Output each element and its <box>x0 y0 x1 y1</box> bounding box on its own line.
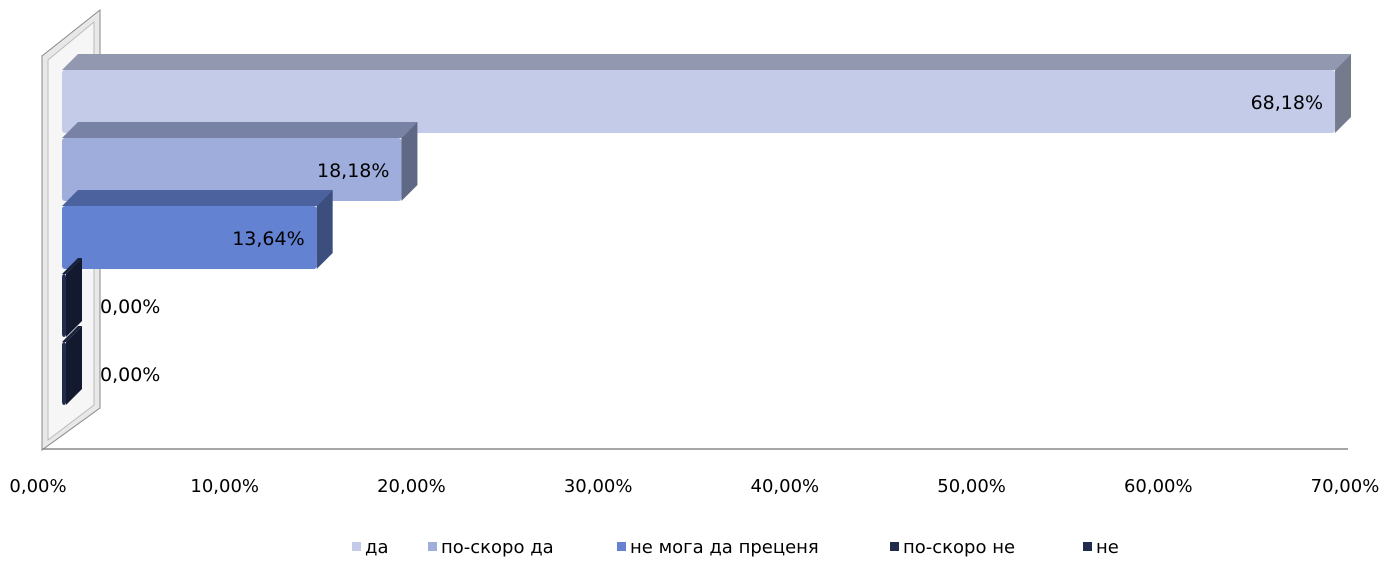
legend-marker <box>890 542 899 551</box>
x-tick-label: 70,00% <box>1311 476 1380 497</box>
bar-face <box>62 326 82 342</box>
bar-face <box>62 138 402 201</box>
bar-face <box>62 206 317 269</box>
x-tick-label: 10,00% <box>190 476 259 497</box>
bar-face <box>62 122 418 138</box>
bar-face <box>66 258 82 337</box>
legend-label: не мога да преценя <box>630 537 819 558</box>
legend-marker <box>617 542 626 551</box>
legend-label: по-скоро да <box>441 537 554 558</box>
bar-face <box>62 258 82 274</box>
bar <box>62 326 82 405</box>
bar <box>62 54 1352 133</box>
value-label: 13,64% <box>232 228 304 250</box>
bar <box>62 258 82 337</box>
bar <box>62 190 333 269</box>
legend-marker <box>428 542 437 551</box>
value-label: 68,18% <box>1251 92 1323 114</box>
legend-label: по-скоро не <box>903 537 1015 558</box>
bar-face <box>66 326 82 405</box>
bar-face <box>62 274 66 337</box>
x-tick-label: 60,00% <box>1124 476 1193 497</box>
bar <box>62 122 418 201</box>
bar-face <box>62 190 333 206</box>
x-tick-label: 0,00% <box>9 476 66 497</box>
x-tick-label: 20,00% <box>377 476 446 497</box>
bar-face <box>1335 54 1352 133</box>
bar-face <box>316 190 333 269</box>
legend-label: не <box>1096 537 1119 558</box>
bar-face <box>62 342 66 405</box>
bar-face <box>62 54 1352 70</box>
value-label: 18,18% <box>317 160 389 182</box>
x-tick-label: 40,00% <box>751 476 820 497</box>
bar-face <box>401 122 418 201</box>
value-label: 0,00% <box>100 296 160 318</box>
x-tick-label: 50,00% <box>937 476 1006 497</box>
x-tick-label: 30,00% <box>564 476 633 497</box>
bar-face <box>62 70 1336 133</box>
legend-marker <box>1083 542 1092 551</box>
legend-marker <box>352 542 361 551</box>
value-label: 0,00% <box>100 364 160 386</box>
legend-label: да <box>365 537 388 558</box>
